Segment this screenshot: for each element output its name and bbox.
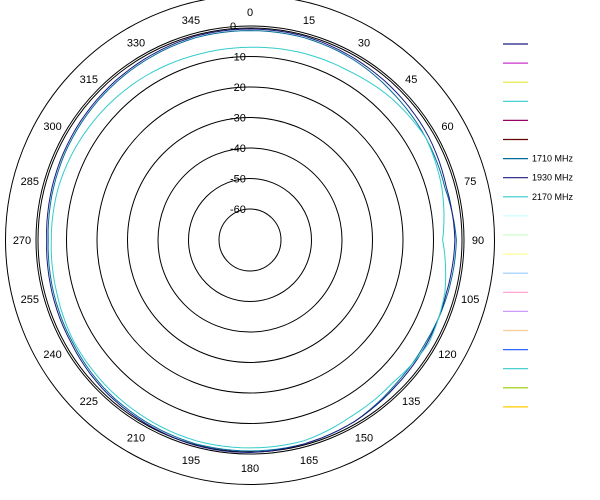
angle-tick-label: 180 (241, 463, 259, 475)
grid-ring-0 (5, 0, 495, 485)
angle-tick-label: 315 (80, 74, 98, 86)
angle-tick-label: 105 (461, 294, 479, 306)
angle-tick-label: 195 (182, 455, 200, 467)
grid-ring-6 (188, 178, 312, 302)
legend-label: 1930 MHz (532, 173, 574, 183)
radial-tick-label: -30 (230, 113, 246, 125)
series-line-1 (46, 28, 456, 454)
angle-tick-label: 135 (402, 396, 420, 408)
series-line-2 (50, 46, 447, 449)
radial-tick-labels: 10 0 -10 -20 -30 -40 -50 -60 (230, 0, 246, 216)
angle-tick-label: 120 (438, 349, 456, 361)
grid-ring-4 (127, 117, 373, 363)
angle-tick-label: 255 (21, 294, 39, 306)
radial-tick-label: -40 (230, 143, 246, 155)
radial-tick-label: -10 (230, 52, 246, 64)
grid-ring-5 (157, 147, 343, 333)
series-line-0 (47, 30, 457, 452)
angle-tick-labels: 0 15 30 45 60 75 90 105 120 135 150 165 180 195 210 225… (13, 7, 484, 475)
radial-tick-label: -20 (230, 82, 246, 94)
grid-ring-3 (96, 86, 404, 394)
radial-grid (5, 0, 495, 485)
angle-tick-label: 270 (13, 235, 31, 247)
angle-tick-label: 30 (358, 38, 370, 50)
angle-tick-label: 210 (127, 432, 145, 444)
angle-tick-label: 15 (303, 15, 315, 27)
angle-tick-label: 90 (472, 235, 484, 247)
grid-ring-2 (66, 56, 434, 424)
series-lines (46, 28, 457, 454)
angle-tick-label: 0 (247, 7, 253, 19)
angle-tick-label: 240 (43, 349, 61, 361)
angle-tick-label: 300 (43, 121, 61, 133)
angle-tick-label: 60 (441, 121, 453, 133)
radial-tick-label: 10 (230, 0, 242, 3)
angle-tick-label: 75 (464, 176, 476, 188)
angle-tick-label: 225 (80, 396, 98, 408)
angle-tick-label: 45 (405, 74, 417, 86)
angle-tick-label: 165 (300, 455, 318, 467)
angle-tick-label: 285 (21, 176, 39, 188)
grid-ring-1 (35, 25, 465, 455)
angle-tick-label: 150 (355, 432, 373, 444)
radial-tick-label: 0 (230, 21, 236, 33)
angle-tick-label: 330 (127, 38, 145, 50)
legend-label: 2170 MHz (532, 192, 574, 202)
radial-tick-label: -50 (230, 174, 246, 186)
legend-label: 1710 MHz (532, 154, 574, 164)
angle-tick-label: 345 (182, 15, 200, 27)
radial-tick-label: -60 (230, 204, 246, 216)
grid-ring-7 (218, 208, 282, 272)
legend: 1710 MHz 1930 MHz 2170 MHz (503, 43, 574, 408)
